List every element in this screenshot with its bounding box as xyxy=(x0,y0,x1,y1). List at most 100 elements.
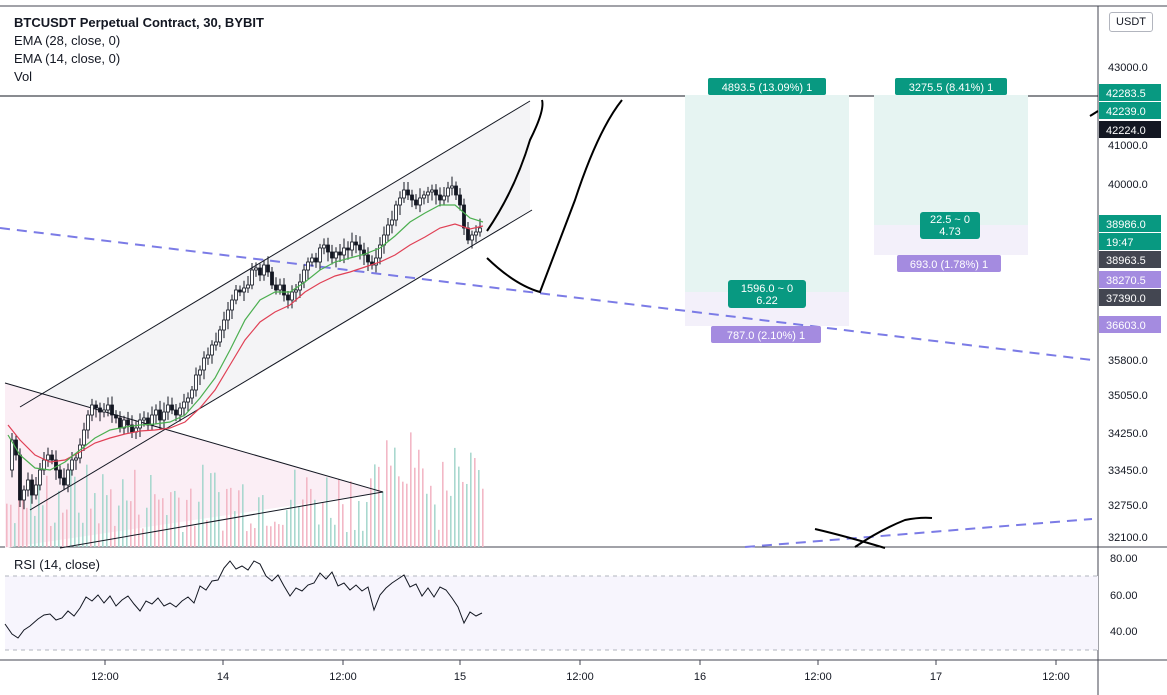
price-tag-label: 42239.0 xyxy=(1106,106,1146,118)
candle-body xyxy=(54,459,58,471)
candle-body xyxy=(26,479,30,491)
symbol-title[interactable]: BTCUSDT Perpetual Contract, 30, BYBIT xyxy=(14,15,264,30)
volume-bar xyxy=(426,493,428,547)
candle-body xyxy=(202,357,206,371)
volume-bar xyxy=(442,461,444,547)
price-tick-label: 40000.0 xyxy=(1108,179,1148,191)
candle-body xyxy=(46,454,50,461)
volume-bar xyxy=(166,515,168,547)
candle-body xyxy=(126,419,130,426)
price-tag xyxy=(1099,289,1161,306)
rsi-indicator-label[interactable]: RSI (14, close) xyxy=(14,557,100,572)
volume-bar xyxy=(322,502,324,547)
volume-bar xyxy=(430,485,432,547)
volume-bar xyxy=(378,466,380,547)
volume-bar xyxy=(42,505,44,547)
time-tick-label: 14 xyxy=(217,671,229,683)
volume-bar xyxy=(262,495,264,547)
volume-bar xyxy=(250,523,252,547)
candle-body xyxy=(222,319,226,331)
candle-body xyxy=(22,489,26,501)
candle-body xyxy=(418,197,422,206)
candle-body xyxy=(142,417,146,421)
candle-body xyxy=(226,309,230,321)
volume-bar xyxy=(222,530,224,547)
candle-body xyxy=(310,257,314,263)
channel-lower-line[interactable] xyxy=(29,209,533,511)
candle-body xyxy=(182,401,186,409)
time-axis[interactable]: 12:00 14 12:00 15 12:00 16 12:00 17 12:00 xyxy=(91,660,1070,683)
price-tags: 42283.5 42239.0 42224.0 38986.0 19:47 38963.5… xyxy=(1099,84,1161,333)
volume-bar xyxy=(106,495,108,547)
drawn-curve-projection[interactable] xyxy=(486,99,623,294)
volume-bar xyxy=(122,479,124,547)
rsi-tick-label: 40.00 xyxy=(1110,626,1138,638)
volume-bar xyxy=(374,464,376,547)
candle-body xyxy=(158,409,162,421)
volume-bar xyxy=(30,480,32,547)
triangle-lower-line[interactable] xyxy=(59,491,384,549)
volume-bar xyxy=(246,531,248,547)
position-2-center-bottom: 4.73 xyxy=(939,226,960,238)
rsi-band xyxy=(5,576,1098,650)
price-tag xyxy=(1099,84,1161,101)
triangle-upper-line[interactable] xyxy=(4,382,384,493)
candle-body xyxy=(98,407,102,413)
indicator-vol[interactable]: Vol xyxy=(14,69,33,84)
volume-bar xyxy=(78,512,80,547)
drawn-curve-up[interactable] xyxy=(486,99,544,232)
volume-bar xyxy=(130,501,132,547)
candle-body xyxy=(274,284,278,291)
candle-body xyxy=(18,454,22,501)
volume-bar xyxy=(478,470,480,547)
volume-bar xyxy=(310,488,312,547)
candle-body xyxy=(478,227,482,233)
volume-bar xyxy=(238,490,240,547)
channel-upper-line[interactable] xyxy=(19,100,531,408)
candle-body xyxy=(350,241,354,251)
volume-bar xyxy=(266,525,268,547)
price-tag xyxy=(1099,102,1161,119)
currency-button[interactable]: USDT xyxy=(1109,12,1153,32)
candle-body xyxy=(334,251,338,259)
candle-body xyxy=(394,204,398,221)
candle-body xyxy=(378,244,382,259)
volume-bar xyxy=(462,481,464,547)
volume-bar xyxy=(326,477,328,547)
candle-body xyxy=(70,459,74,471)
candle-body xyxy=(210,344,214,356)
indicator-ema-14[interactable]: EMA (14, close, 0) xyxy=(14,51,121,66)
volume-bars xyxy=(6,432,484,547)
position-2-target-label: 3275.5 (8.41%) 1 xyxy=(909,82,993,94)
candle-body xyxy=(290,291,294,301)
candle-body xyxy=(206,354,210,359)
volume-bar xyxy=(10,504,12,547)
volume-bar xyxy=(138,514,140,547)
volume-bar xyxy=(110,489,112,547)
volume-bar xyxy=(394,447,396,547)
time-tick-label: 12:00 xyxy=(566,671,594,683)
dashed-trendline-lower[interactable] xyxy=(744,518,1093,548)
candle-body xyxy=(122,419,126,429)
rsi-axis: 80.00 60.00 40.00 xyxy=(1110,553,1138,638)
volume-bar xyxy=(346,531,348,547)
candle-body xyxy=(86,414,90,431)
price-tick-label: 35050.0 xyxy=(1108,390,1148,402)
candle-body xyxy=(218,329,222,343)
volume-bar xyxy=(18,472,20,547)
volume-bar xyxy=(210,473,212,547)
candle-body xyxy=(314,257,318,263)
volume-bar xyxy=(298,506,300,547)
drawn-cross-2[interactable] xyxy=(854,516,933,548)
volume-bar xyxy=(302,499,304,547)
volume-bar xyxy=(86,464,88,547)
candle-body xyxy=(406,189,410,196)
volume-bar xyxy=(46,475,48,547)
dashed-trendline-upper[interactable] xyxy=(0,227,1093,361)
drawn-cross-1[interactable] xyxy=(814,528,886,549)
volume-bar xyxy=(70,467,72,547)
candle-body xyxy=(42,459,46,471)
indicator-ema-28[interactable]: EMA (28, close, 0) xyxy=(14,33,121,48)
position-1-labels: 4893.5 (13.09%) 1 787.0 (2.10%) 1 1596.0… xyxy=(708,78,826,343)
